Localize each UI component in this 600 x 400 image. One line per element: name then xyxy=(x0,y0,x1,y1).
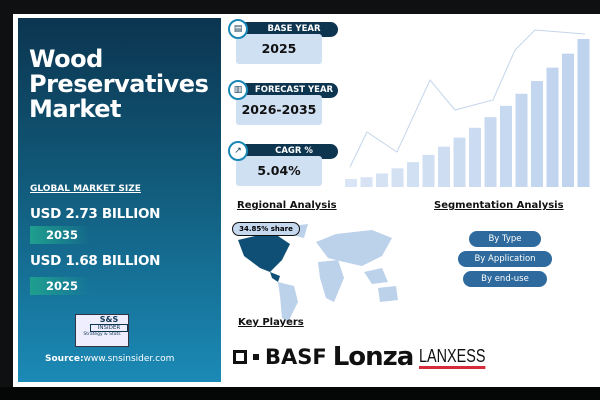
title-line: Market xyxy=(29,95,121,123)
basf-dot-icon xyxy=(253,354,259,360)
source-label: Source: xyxy=(45,354,84,364)
bottom-bar xyxy=(0,387,600,400)
key-players-heading: Key Players xyxy=(238,317,304,328)
decorative-bar xyxy=(500,105,512,187)
regional-analysis-heading: Regional Analysis xyxy=(237,200,337,211)
decorative-bar xyxy=(531,81,543,187)
decorative-bar xyxy=(562,53,574,187)
decorative-bar xyxy=(515,93,528,187)
left-panel: Wood Preservatives Market GLOBAL MARKET … xyxy=(18,18,221,382)
regional-share-tooltip: 34.85% share xyxy=(232,222,300,236)
page-title: Wood Preservatives Market xyxy=(29,45,209,123)
stat-label: FORECAST YEAR xyxy=(236,83,338,98)
basf-square-icon xyxy=(233,350,247,364)
stat-label: BASE YEAR xyxy=(236,22,338,37)
market-value-2035: USD 2.73 BILLION xyxy=(30,206,161,222)
market-year-2025: 2025 xyxy=(30,277,90,295)
stat-label: CAGR % xyxy=(236,144,338,159)
segment-by-application[interactable]: By Application xyxy=(458,251,552,267)
stat-value: 2025 xyxy=(236,34,322,64)
decorative-bar xyxy=(546,67,559,187)
decorative-bar xyxy=(422,154,435,187)
decorative-bar xyxy=(453,137,466,187)
title-line: Preservatives xyxy=(29,70,209,98)
stat-value: 2026-2035 xyxy=(236,95,322,125)
decorative-bar xyxy=(360,177,373,187)
decorative-bar xyxy=(577,39,590,187)
logo-mid: INSIDER xyxy=(90,324,128,332)
decorative-bar xyxy=(391,168,404,187)
market-value-2025: USD 1.68 BILLION xyxy=(30,253,161,269)
decorative-trend-line xyxy=(349,29,586,168)
decorative-bar xyxy=(376,173,388,187)
sns-insider-logo: S&S INSIDER Strategy & Stats xyxy=(75,314,129,347)
chart-icon: ▥ xyxy=(228,80,248,100)
decorative-bar xyxy=(469,127,481,187)
growth-icon: ↗ xyxy=(228,141,248,161)
world-map xyxy=(238,224,398,322)
market-year-2035: 2035 xyxy=(30,226,90,244)
segment-by-end-use[interactable]: By end-use xyxy=(463,271,547,287)
segment-by-type[interactable]: By Type xyxy=(469,231,541,247)
decorative-bar xyxy=(484,117,497,187)
decorative-growth-chart xyxy=(345,29,590,187)
company-lonza: Lonza xyxy=(332,342,415,372)
segmentation-analysis-heading: Segmentation Analysis xyxy=(434,200,564,211)
decorative-bar xyxy=(345,179,357,187)
company-basf: BASF xyxy=(265,345,327,369)
document-icon: ▤ xyxy=(228,19,248,39)
decorative-bar xyxy=(407,162,419,187)
logo-top: S&S xyxy=(99,315,119,324)
global-market-size-label: GLOBAL MARKET SIZE xyxy=(30,184,141,194)
source-text: Source:www.snsinsider.com xyxy=(45,354,174,364)
decorative-bar xyxy=(438,146,450,187)
stat-value: 5.04% xyxy=(236,156,322,186)
key-players-logos: BASF Lonza LANXESS xyxy=(233,342,502,372)
source-url: www.snsinsider.com xyxy=(83,354,175,364)
title-line: Wood xyxy=(29,45,103,73)
logo-bottom: Strategy & Stats xyxy=(83,332,121,337)
company-lanxess: LANXESS xyxy=(419,346,486,369)
